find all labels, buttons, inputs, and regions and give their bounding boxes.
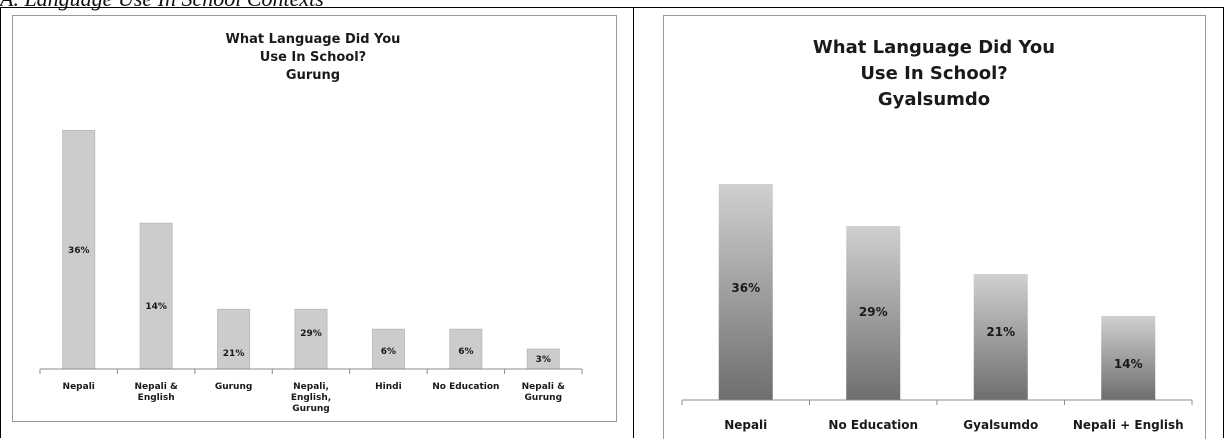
chart-bar: [295, 309, 327, 369]
figure-caption: A. Language Use In School Contexts: [0, 0, 324, 12]
chart-tick-label: Nepali: [63, 382, 95, 392]
chart-tick-label: No Education: [828, 418, 918, 432]
chart-data-label: 6%: [458, 347, 473, 357]
chart-tick-label: English: [138, 393, 175, 403]
chart-tick-label: Nepali: [724, 418, 767, 432]
chart-title-line: Use In School?: [860, 63, 1007, 84]
chart-data-label: 36%: [731, 281, 760, 295]
chart-data-label: 29%: [300, 329, 322, 339]
chart-tick-label: Gurung: [215, 382, 253, 392]
chart-gyalsumdo-panel: What Language Did You Use In School? Gyals…: [663, 15, 1206, 439]
chart-tick-label: Nepali,: [293, 382, 329, 392]
chart-gurung-panel: What Language Did You Use In School? Gurun…: [12, 15, 617, 422]
chart-tick-label: Gurung: [525, 393, 563, 403]
chart-data-label: 3%: [536, 355, 551, 365]
table-top-border: [0, 7, 633, 8]
chart-title-line: Use In School?: [260, 50, 366, 65]
chart-data-label: 21%: [223, 349, 245, 359]
chart-tick-label: No Education: [432, 382, 499, 392]
chart-data-label: 14%: [1114, 357, 1143, 371]
table-top-border-right: [633, 7, 1224, 8]
chart-tick-label: Nepali &: [522, 382, 565, 392]
chart-data-label: 36%: [68, 246, 90, 256]
chart-title-line: What Language Did You: [813, 37, 1055, 58]
chart-title-line: What Language Did You: [226, 32, 401, 47]
chart-tick-label: Gurung: [292, 404, 330, 414]
table-divider: [633, 8, 634, 438]
chart-tick-label: English,: [291, 393, 331, 403]
chart-gyalsumdo: What Language Did You Use In School? Gyals…: [664, 16, 1205, 439]
chart-tick-label: Gyalsumdo: [963, 418, 1038, 432]
chart-bar: [218, 309, 250, 369]
chart-tick-label: Nepali + English: [1073, 418, 1184, 432]
chart-data-label: 29%: [859, 305, 888, 319]
chart-data-label: 6%: [381, 347, 396, 357]
chart-gurung: What Language Did You Use In School? Gurun…: [13, 16, 616, 421]
chart-data-label: 14%: [145, 302, 167, 312]
chart-tick-label: Nepali &: [134, 382, 177, 392]
chart-tick-label: Hindi: [375, 382, 402, 392]
chart-title-line: Gyalsumdo: [878, 89, 990, 110]
chart-title-line: Gurung: [286, 68, 340, 83]
table-left-border: [0, 8, 1, 438]
chart-bar: [140, 223, 172, 369]
chart-data-label: 21%: [986, 325, 1015, 339]
